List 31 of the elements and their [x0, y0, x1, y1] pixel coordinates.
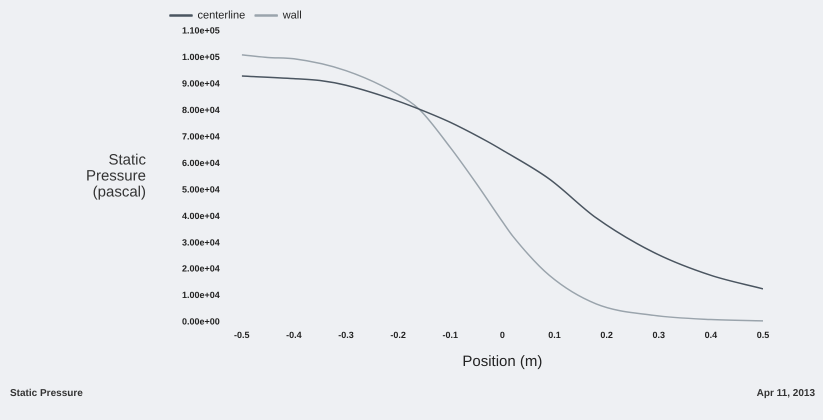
- y-tick-label: 3.00e+04: [182, 237, 220, 248]
- y-tick-label: 9.00e+04: [182, 78, 220, 88]
- x-tick-label: 0.2: [600, 330, 613, 340]
- x-tick-label: -0.2: [390, 330, 406, 340]
- x-tick-label: -0.3: [338, 330, 354, 340]
- y-axis-title: Static Pressure (pascal): [86, 152, 146, 201]
- y-tick-label: 7.00e+04: [182, 131, 220, 142]
- x-tick-label: -0.1: [442, 330, 458, 340]
- x-tick-label: -0.4: [286, 330, 302, 340]
- x-tick-label: -0.5: [234, 330, 250, 340]
- x-tick-label: 0.1: [548, 330, 561, 340]
- y-tick-label: 6.00e+04: [182, 158, 220, 168]
- x-tick-label: 0: [500, 330, 505, 340]
- text: Apr 11, 2013: [756, 388, 816, 399]
- x-tick-label: 0.4: [704, 330, 718, 340]
- y-tick-label: 1.00e+04: [182, 290, 220, 300]
- text: Static Pressure: [10, 388, 84, 399]
- line-series: [242, 54, 763, 322]
- x-tick-label: 0.5: [756, 330, 770, 340]
- x-axis-title: Position (m): [462, 353, 542, 370]
- y-tick-label: 8.00e+04: [182, 104, 220, 115]
- legend-label: centerline: [198, 10, 246, 22]
- y-tick-label: 1.10e+05: [182, 25, 220, 36]
- line-series: [242, 75, 763, 290]
- y-tick-label: 5.00e+04: [182, 184, 220, 194]
- legend-label: wall: [282, 10, 302, 22]
- x-tick-label: 0.3: [652, 330, 666, 340]
- y-tick-label: 0.00e+00: [182, 316, 220, 327]
- y-tick-label: 1.00e+05: [182, 52, 220, 62]
- y-tick-label: 2.00e+04: [182, 264, 220, 274]
- y-tick-label: 4.00e+04: [182, 210, 220, 221]
